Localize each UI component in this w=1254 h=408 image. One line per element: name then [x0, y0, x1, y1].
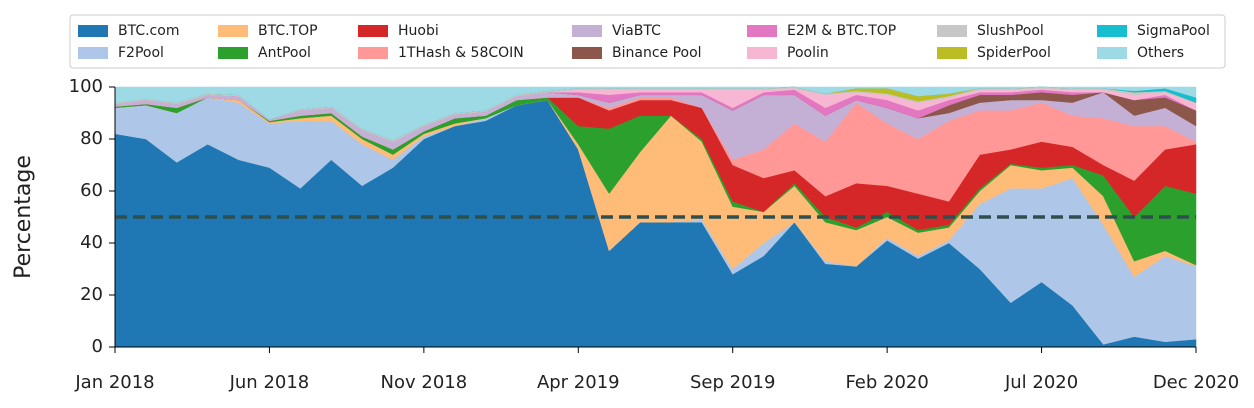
x-tick-label: Sep 2019: [690, 372, 775, 393]
legend-swatch: [218, 47, 248, 59]
y-tick-label: 100: [69, 76, 103, 97]
legend-swatch: [78, 25, 108, 37]
legend-label: SigmaPool: [1137, 23, 1210, 39]
x-tick-label: Jul 2020: [1004, 372, 1078, 393]
x-tick-label: Jun 2018: [229, 372, 310, 393]
legend-swatch: [1097, 47, 1127, 59]
legend-label: Others: [1137, 45, 1184, 61]
legend-label: F2Pool: [118, 45, 164, 61]
legend-swatch: [358, 47, 388, 59]
x-tick-label: Nov 2018: [381, 372, 468, 393]
legend-label: BTC.com: [118, 23, 179, 39]
x-tick-label: Feb 2020: [845, 372, 928, 393]
x-tick-label: Dec 2020: [1153, 372, 1239, 393]
legend-swatch: [937, 25, 967, 37]
y-tick-label: 0: [92, 336, 103, 357]
x-tick-label: Jan 2018: [74, 372, 154, 393]
legend-label: SpiderPool: [977, 45, 1051, 61]
legend-label: ViaBTC: [612, 23, 661, 39]
legend-swatch: [78, 47, 108, 59]
legend-label: Poolin: [787, 45, 829, 61]
legend-swatch: [218, 25, 248, 37]
legend-swatch: [937, 47, 967, 59]
area: [114, 86, 1197, 141]
y-tick-label: 80: [80, 128, 103, 149]
y-axis-label: Percentage: [11, 155, 36, 279]
legend-label: Huobi: [398, 23, 439, 39]
y-tick-label: 60: [80, 180, 103, 201]
legend-label: E2M & BTC.TOP: [787, 23, 896, 39]
legend-label: Binance Pool: [612, 45, 702, 61]
y-tick-label: 20: [80, 284, 103, 305]
legend-swatch: [358, 25, 388, 37]
legend-label: BTC.TOP: [258, 23, 318, 39]
legend-swatch: [747, 47, 777, 59]
legend-swatch: [572, 47, 602, 59]
legend-label: AntPool: [258, 45, 311, 61]
legend-label: 1THash & 58COIN: [398, 45, 524, 61]
legend-label: SlushPool: [977, 23, 1044, 39]
legend-swatch: [747, 25, 777, 37]
legend-swatch: [1097, 25, 1127, 37]
x-tick-label: Apr 2019: [537, 372, 620, 393]
y-tick-label: 40: [80, 232, 103, 253]
legend-swatch: [572, 25, 602, 37]
